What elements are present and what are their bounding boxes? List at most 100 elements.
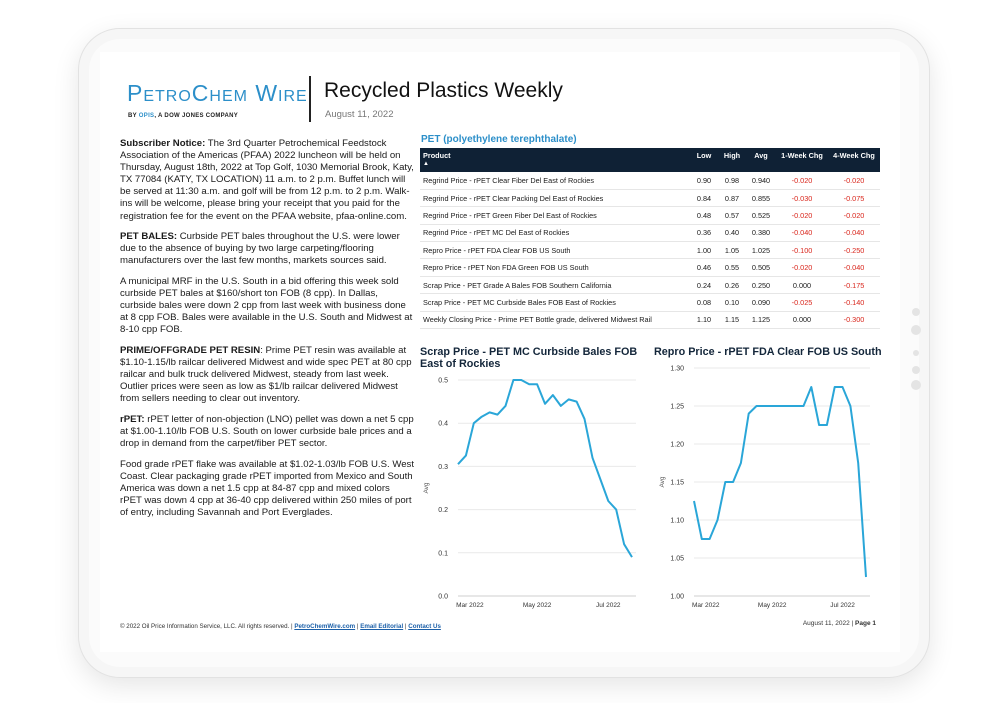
tablet-side-dot [911, 325, 921, 335]
rpet-paragraph: rPET: rPET letter of non-objection (LNO)… [120, 413, 414, 450]
footer-page-info: August 11, 2022 | Page 1 [802, 620, 876, 627]
table-row: Regrind Price - rPET Clear Packing Del E… [420, 189, 880, 208]
low-cell: 0.24 [690, 276, 718, 295]
one-week-chg-cell: -0.025 [776, 293, 828, 312]
avg-cell: 0.250 [746, 276, 776, 295]
product-cell: Weekly Closing Price - Prime PET Bottle … [420, 311, 690, 330]
high-cell: 0.98 [718, 172, 746, 190]
x-tick-label: Mar 2022 [456, 602, 484, 609]
avg-cell: 0.505 [746, 258, 776, 277]
email-editorial-link[interactable]: Email Editorial [360, 623, 404, 630]
y-tick-label: 1.05 [670, 556, 684, 563]
product-cell: Regrind Price - rPET Clear Packing Del E… [420, 189, 690, 208]
low-cell: 1.00 [690, 241, 718, 260]
product-cell: Regrind Price - rPET Green Fiber Del Eas… [420, 206, 690, 225]
low-cell: 0.48 [690, 206, 718, 225]
table-row: Scrap Price - PET MC Curbside Bales FOB … [420, 293, 880, 312]
avg-cell: 1.125 [746, 311, 776, 330]
four-week-chg-cell: -0.040 [828, 258, 880, 277]
avg-cell: 1.025 [746, 241, 776, 260]
series-line [457, 379, 633, 558]
high-cell: 0.26 [718, 276, 746, 295]
four-week-chg-cell: -0.250 [828, 241, 880, 260]
four-week-chg-cell: -0.300 [828, 311, 880, 330]
sort-asc-icon[interactable]: ▲ [423, 161, 429, 167]
high-cell: 0.87 [718, 189, 746, 208]
table-row: Regrind Price - rPET Green Fiber Del Eas… [420, 206, 880, 225]
product-cell: Repro Price - rPET FDA Clear FOB US Sout… [420, 241, 690, 260]
four-week-chg-cell: -0.175 [828, 276, 880, 295]
table-row: Repro Price - rPET FDA Clear FOB US Sout… [420, 241, 880, 260]
product-cell: Regrind Price - rPET MC Del East of Rock… [420, 224, 690, 243]
high-cell: 0.55 [718, 258, 746, 277]
subscriber-notice: Subscriber Notice: The 3rd Quarter Petro… [120, 138, 414, 222]
one-week-chg-cell: -0.030 [776, 189, 828, 208]
x-tick-label: Jul 2022 [596, 602, 621, 609]
x-tick-label: May 2022 [523, 602, 552, 609]
y-tick-label: 1.10 [670, 518, 684, 525]
y-axis-label: Avg [659, 476, 666, 487]
product-cell: Scrap Price - PET MC Curbside Bales FOB … [420, 293, 690, 312]
high-cell: 1.05 [718, 241, 746, 260]
column-header-low[interactable]: Low [690, 148, 718, 172]
four-week-chg-cell: -0.140 [828, 293, 880, 312]
y-tick-label: 1.25 [670, 404, 684, 411]
four-week-chg-cell: -0.040 [828, 224, 880, 243]
low-cell: 0.08 [690, 293, 718, 312]
report-page: PetroChem Wire BY OPIS, A DOW JONES COMP… [100, 52, 900, 652]
table-row: Weekly Closing Price - Prime PET Bottle … [420, 311, 880, 330]
brand-tagline: BY OPIS, A DOW JONES COMPANY [128, 113, 239, 119]
y-tick-label: 0.3 [438, 464, 448, 471]
table-row: Regrind Price - rPET MC Del East of Rock… [420, 224, 880, 243]
table-row: Repro Price - rPET Non FDA Green FOB US … [420, 258, 880, 277]
footer-copyright: © 2022 Oil Price Information Service, LL… [120, 623, 441, 630]
price-table: Product ▲ Low High Avg 1-Week Chg 4-Week … [420, 148, 880, 330]
y-tick-label: 0.4 [438, 421, 448, 428]
low-cell: 0.90 [690, 172, 718, 190]
one-week-chg-cell: 0.000 [776, 276, 828, 295]
column-header-high[interactable]: High [718, 148, 746, 172]
repro-price-chart: 1.00 1.05 1.10 1.15 1.20 1.25 1.30 Mar 2022 May … [659, 366, 870, 609]
scrap-price-chart: 0.0 0.1 0.2 0.3 0.4 0.5 Mar 2022 May 2022 Jul 20… [423, 378, 636, 609]
column-header-avg[interactable]: Avg [746, 148, 776, 172]
series-line [693, 386, 867, 578]
four-week-chg-cell: -0.075 [828, 189, 880, 208]
low-cell: 1.10 [690, 311, 718, 330]
x-tick-label: Mar 2022 [692, 602, 720, 609]
pet-section-title: PET (polyethylene terephthalate) [421, 134, 577, 145]
table-row: Regrind Price - rPET Clear Fiber Del Eas… [420, 172, 880, 190]
page-number: Page 1 [855, 620, 876, 627]
avg-cell: 0.525 [746, 206, 776, 225]
low-cell: 0.36 [690, 224, 718, 243]
avg-cell: 0.940 [746, 172, 776, 190]
tablet-side-dot [911, 380, 921, 390]
y-tick-label: 0.1 [438, 550, 448, 557]
high-cell: 0.40 [718, 224, 746, 243]
chart-title-scrap: Scrap Price - PET MC Curbside Bales FOB … [420, 346, 638, 370]
table-row: Scrap Price - PET Grade A Bales FOB Sout… [420, 276, 880, 295]
tablet-side-dot [912, 366, 920, 374]
mrf-paragraph: A municipal MRF in the U.S. South in a b… [120, 275, 413, 336]
product-cell: Regrind Price - rPET Clear Fiber Del Eas… [420, 172, 690, 190]
pet-bales-paragraph: PET BALES: Curbside PET bales throughout… [120, 231, 400, 267]
column-header-product[interactable]: Product ▲ [420, 148, 690, 172]
header-divider [309, 76, 311, 122]
publication-title: Recycled Plastics Weekly [324, 79, 563, 102]
site-link[interactable]: PetroChemWire.com [294, 623, 356, 630]
y-tick-label: 0.2 [438, 507, 448, 514]
flake-paragraph: Food grade rPET flake was available at $… [120, 458, 415, 519]
product-cell: Scrap Price - PET Grade A Bales FOB Sout… [420, 276, 690, 295]
low-cell: 0.84 [690, 189, 718, 208]
tablet-side-dot [913, 350, 919, 356]
column-header-1wk-chg[interactable]: 1-Week Chg [776, 148, 828, 172]
y-tick-label: 1.30 [670, 366, 684, 373]
contact-us-link[interactable]: Contact Us [408, 623, 441, 630]
one-week-chg-cell: 0.000 [776, 311, 828, 330]
high-cell: 1.15 [718, 311, 746, 330]
column-header-4wk-chg[interactable]: 4-Week Chg [828, 148, 880, 172]
avg-cell: 0.380 [746, 224, 776, 243]
chart-title-repro: Repro Price - rPET FDA Clear FOB US Sout… [654, 346, 882, 358]
y-tick-label: 1.20 [670, 442, 684, 449]
y-tick-label: 1.15 [670, 480, 684, 487]
one-week-chg-cell: -0.100 [776, 241, 828, 260]
